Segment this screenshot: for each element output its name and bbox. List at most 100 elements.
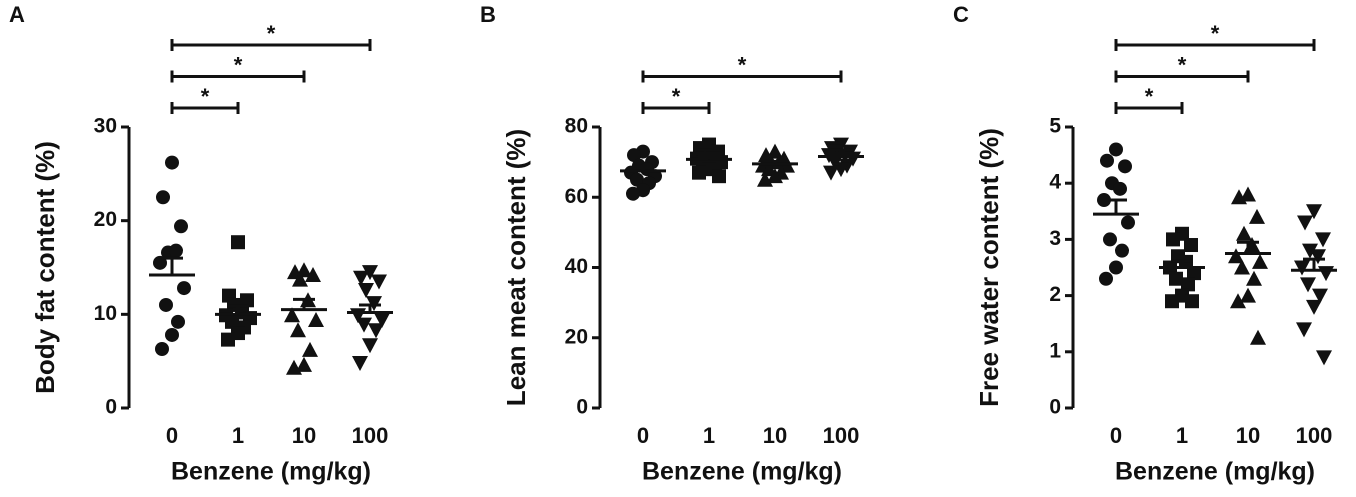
significance-bracket	[170, 102, 240, 114]
y-tick-label: 80	[565, 115, 588, 138]
point	[1252, 253, 1268, 269]
point	[1318, 266, 1334, 282]
y-axis-label: Lean meat content (%)	[501, 129, 531, 406]
point	[155, 341, 169, 356]
point	[1250, 329, 1266, 345]
x-axis-label: Benzene (mg/kg)	[171, 458, 371, 486]
error-bar	[161, 256, 183, 275]
x-tick-label: 100	[352, 423, 389, 448]
point	[296, 356, 312, 372]
x-tick-label: 100	[823, 423, 860, 448]
point	[1240, 186, 1256, 202]
y-tick-label: 2	[1049, 283, 1061, 306]
point	[1315, 232, 1331, 248]
point	[626, 186, 640, 201]
point	[1234, 259, 1250, 275]
point	[1187, 266, 1201, 281]
point	[1165, 294, 1179, 309]
point	[1231, 189, 1247, 205]
significance-bracket	[641, 102, 711, 114]
point	[1181, 277, 1195, 292]
y-tick-label: 20	[94, 208, 117, 231]
point	[1310, 249, 1326, 265]
point	[171, 314, 185, 329]
point	[374, 312, 390, 328]
point	[630, 172, 644, 187]
point	[1185, 294, 1199, 309]
point	[302, 341, 318, 357]
y-tick-label: 5	[1049, 115, 1061, 138]
point	[1302, 243, 1318, 259]
y-tick-label: 4	[1049, 171, 1061, 194]
x-tick-label: 0	[166, 423, 178, 448]
point	[284, 307, 300, 323]
point	[352, 356, 368, 372]
point	[1297, 215, 1313, 231]
point	[1296, 322, 1312, 338]
point	[1115, 243, 1129, 258]
point	[1300, 277, 1316, 293]
error-bar	[1303, 257, 1325, 271]
point	[692, 165, 706, 180]
point	[174, 219, 188, 234]
point	[240, 293, 254, 308]
x-tick-label: 0	[1110, 423, 1122, 448]
point	[358, 282, 374, 298]
significance-bracket	[1114, 102, 1184, 114]
significance-label: *	[738, 52, 747, 77]
point	[1109, 260, 1123, 275]
point	[823, 165, 839, 181]
significance-bracket	[170, 70, 306, 83]
point	[1236, 225, 1252, 241]
error-bar	[1171, 259, 1193, 268]
point	[1166, 232, 1180, 247]
point	[627, 148, 641, 163]
error-bar	[359, 303, 381, 313]
y-tick-label: 30	[94, 115, 117, 138]
error-bar	[1237, 240, 1259, 254]
significance-bracket	[641, 70, 843, 83]
error-bar	[698, 155, 720, 160]
x-tick-label: 10	[1236, 423, 1260, 448]
point	[286, 359, 302, 375]
significance-label: *	[234, 52, 243, 77]
point	[225, 314, 239, 329]
y-tick-label: 20	[565, 325, 588, 348]
point	[1306, 299, 1322, 315]
significance-label: *	[1145, 84, 1154, 109]
point	[362, 265, 378, 281]
point	[1228, 248, 1244, 264]
point	[156, 190, 170, 205]
y-axis-label: Free water content (%)	[974, 128, 1004, 407]
point	[1099, 271, 1113, 286]
point	[1240, 287, 1256, 303]
error-bar	[293, 297, 315, 310]
point	[1103, 232, 1117, 247]
point	[1230, 293, 1246, 309]
error-bar	[830, 152, 852, 157]
point	[1113, 181, 1127, 196]
point	[1294, 260, 1310, 276]
significance-label: *	[1211, 21, 1220, 46]
point	[362, 338, 378, 354]
point	[356, 317, 372, 333]
point	[1249, 208, 1265, 224]
x-axis-label: Benzene (mg/kg)	[1115, 458, 1315, 486]
error-bar	[227, 304, 249, 315]
panel-label: C	[953, 2, 969, 27]
point	[1097, 193, 1111, 208]
y-tick-label: 0	[1049, 396, 1061, 419]
error-bar	[1105, 198, 1127, 215]
y-tick-label: 0	[105, 396, 117, 419]
point	[169, 243, 183, 258]
significance-bracket	[1114, 70, 1250, 83]
x-tick-label: 10	[292, 423, 316, 448]
significance-bracket	[170, 39, 372, 51]
point	[1306, 204, 1322, 220]
panel-label: A	[9, 2, 25, 27]
x-tick-label: 1	[232, 423, 244, 448]
point	[1121, 215, 1135, 230]
x-tick-label: 10	[763, 423, 787, 448]
point	[165, 155, 179, 170]
point	[371, 274, 387, 290]
